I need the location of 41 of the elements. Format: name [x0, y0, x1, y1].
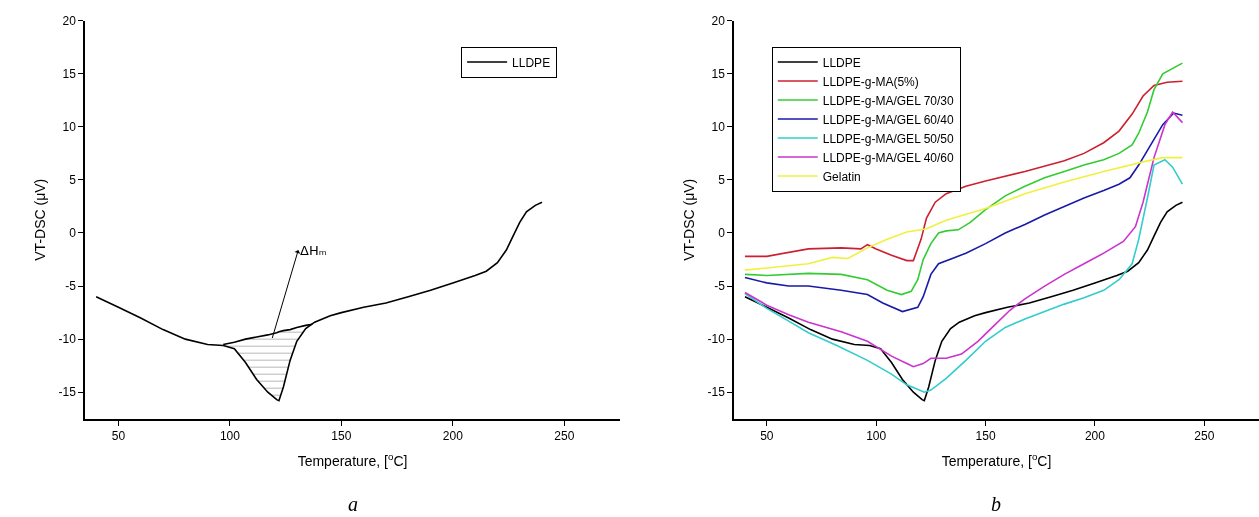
y-tick-label: 15 — [711, 66, 726, 81]
x-tick-label: 150 — [331, 428, 352, 443]
y-tick-label: -10 — [58, 332, 77, 347]
legend-label: Gelatin — [822, 169, 861, 184]
legend-label: LLDPE — [512, 55, 551, 70]
x-tick-label: 250 — [1194, 428, 1215, 443]
x-axis-title: Temperature, [$^{o}$C] — [297, 450, 408, 469]
y-axis-title: VT-DSC (μV) — [31, 178, 48, 261]
x-tick-label: 100 — [219, 428, 241, 443]
y-tick-label: -15 — [58, 385, 77, 400]
y-tick-label: 0 — [69, 226, 77, 241]
x-tick-label: 200 — [1084, 428, 1106, 443]
y-tick-label: -5 — [714, 279, 726, 294]
y-tick-label: 0 — [718, 226, 726, 241]
text: a — [348, 493, 358, 515]
annotation: ΔHₘ — [300, 243, 327, 258]
y-tick-label: -5 — [65, 279, 77, 294]
x-axis-title: Temperature, [$^{o}$C] — [941, 450, 1052, 469]
y-axis-title: VT-DSC (μV) — [680, 178, 697, 261]
legend-label: LLDPE-g-MA/GEL 60/40 — [822, 112, 955, 127]
y-tick-label: 10 — [62, 120, 77, 135]
y-tick-label: -15 — [707, 385, 726, 400]
y-tick-label: 5 — [718, 173, 726, 188]
y-tick-label: -10 — [707, 332, 726, 347]
text: b — [991, 493, 1001, 515]
y-tick-label: 15 — [62, 66, 77, 81]
y-tick-label: 10 — [711, 120, 726, 135]
x-tick-label: 200 — [442, 428, 464, 443]
x-tick-label: 150 — [975, 428, 996, 443]
x-tick-label: 50 — [760, 428, 774, 443]
x-tick-label: 50 — [111, 428, 126, 443]
legend-label: LLDPE — [822, 55, 861, 70]
legend-label: LLDPE-g-MA(5%) — [822, 74, 919, 89]
y-tick-label: 20 — [711, 13, 726, 28]
legend-label: LLDPE-g-MA/GEL 50/50 — [822, 131, 955, 146]
y-tick-label: 5 — [69, 173, 77, 188]
legend-label: LLDPE-g-MA/GEL 70/30 — [822, 93, 955, 108]
x-tick-label: 100 — [866, 428, 887, 443]
legend-label: LLDPE-g-MA/GEL 40/60 — [822, 150, 955, 165]
y-tick-label: 20 — [62, 13, 77, 28]
x-tick-label: 250 — [554, 428, 575, 443]
